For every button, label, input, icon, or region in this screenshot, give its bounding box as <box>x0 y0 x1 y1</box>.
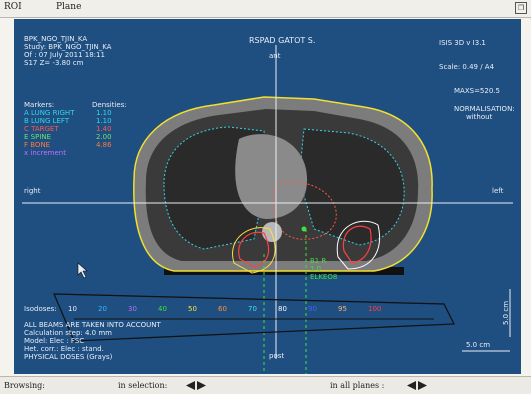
selection-prev-button[interactable] <box>186 381 195 390</box>
scale-bar-vertical-label: 5.0 cm <box>502 300 511 326</box>
isodose-ring-4 <box>336 220 380 270</box>
marker-density: 1.10 <box>96 109 112 117</box>
isodose-ring-1 <box>238 231 270 268</box>
isodose-value: 50 <box>188 305 197 313</box>
marker-label: A LUNG RIGHT <box>24 109 75 117</box>
isodose-value: 90 <box>308 305 317 313</box>
status-browsing: Browsing: <box>4 381 45 390</box>
beam-label-1: B1 R <box>310 257 327 265</box>
marker-label: E SPINE <box>24 133 52 141</box>
marker-density: 1.10 <box>96 117 112 125</box>
couch-outline <box>53 293 455 342</box>
isodose-value: 30 <box>128 305 137 313</box>
isodose-value: 70 <box>248 305 257 313</box>
orientation-left: left <box>492 187 504 195</box>
isodose-ring-3 <box>342 225 372 264</box>
menu-plane[interactable]: Plane <box>56 2 82 12</box>
marker-label: C TARGET <box>24 125 59 133</box>
status-selection-label: in selection: <box>118 381 168 390</box>
isodoses-header: Isodoses: <box>24 305 57 313</box>
lung-left <box>298 128 405 246</box>
marker-density: 1.40 <box>96 125 112 133</box>
normalization-value: without <box>466 113 493 121</box>
scale-bar-horizontal-label: 5.0 cm <box>466 341 491 349</box>
status-bar: Browsing: in selection: in all planes : <box>0 376 531 394</box>
max-dose: MAXS=520.5 <box>454 87 500 95</box>
marker-density: 2.00 <box>96 133 112 141</box>
status-planes-label: in all planes : <box>330 381 385 390</box>
mediastinum <box>235 134 308 219</box>
orientation-ant: ant <box>269 52 281 60</box>
markers-header: Markers: <box>24 101 55 109</box>
isodose-value: 40 <box>158 305 167 313</box>
isodose-value: 100 <box>368 305 382 313</box>
calc-info-line-2: Calculation step: 4.0 mm <box>24 329 112 337</box>
selection-next-button[interactable] <box>197 381 206 390</box>
marker-label: x increment <box>24 149 66 157</box>
ct-viewer[interactable]: BPK_NGO_TJIN_KA Study: BPK_NGO_TJIN_KA O… <box>14 19 521 374</box>
isodose-value: 10 <box>68 305 77 313</box>
hospital-name: RSPAD GATOT S. <box>249 36 316 45</box>
calc-info-line-3: Model: Elec : FSC <box>24 337 85 345</box>
beam-label-3: ELKEO8 <box>310 273 338 281</box>
isodose-value: 60 <box>218 305 227 313</box>
target-contour <box>273 181 337 240</box>
planes-next-button[interactable] <box>418 381 427 390</box>
marker-density: 4.86 <box>96 141 112 149</box>
calc-info-line-5: PHYSICAL DOSES (Grays) <box>24 353 113 361</box>
study-date: Of : 07 July 2011 18:11 <box>24 51 105 59</box>
menu-bar: ROI Plane ❐ <box>0 0 531 18</box>
beam-label-2: 1.0 <box>310 265 322 273</box>
marker-label: F BONE <box>24 141 51 149</box>
orientation-right: right <box>24 187 41 195</box>
planes-prev-button[interactable] <box>407 381 416 390</box>
densities-header: Densities: <box>92 101 127 109</box>
marker-label: B LUNG LEFT <box>24 117 70 125</box>
isodose-value: 95 <box>338 305 347 313</box>
window-restore-icon[interactable]: ❐ <box>515 2 527 14</box>
normalization-label: NORMALISATION: <box>454 105 515 113</box>
spine <box>262 222 282 242</box>
software-version: ISIS 3D v I3.1 <box>439 39 486 47</box>
mouse-cursor <box>77 262 88 279</box>
calc-info-line-4: Het. corr.: Elec : stand. <box>24 345 104 353</box>
calc-info-line-1: ALL BEAMS ARE TAKEN INTO ACCOUNT <box>24 321 161 329</box>
isodose-value: 20 <box>98 305 107 313</box>
slice-position: S17 Z= -3.80 cm <box>24 59 84 67</box>
patient-name: BPK_NGO_TJIN_KA <box>24 35 88 43</box>
beam-marker <box>301 226 307 232</box>
isodose-value: 80 <box>278 305 287 313</box>
study-name: Study: BPK_NGO_TJIN_KA <box>24 43 112 51</box>
orientation-post: post <box>269 352 285 360</box>
ct-slice-graphic <box>22 45 513 374</box>
scale-info: Scale: 0.49 / A4 <box>439 63 495 71</box>
menu-roi[interactable]: ROI <box>4 2 22 12</box>
